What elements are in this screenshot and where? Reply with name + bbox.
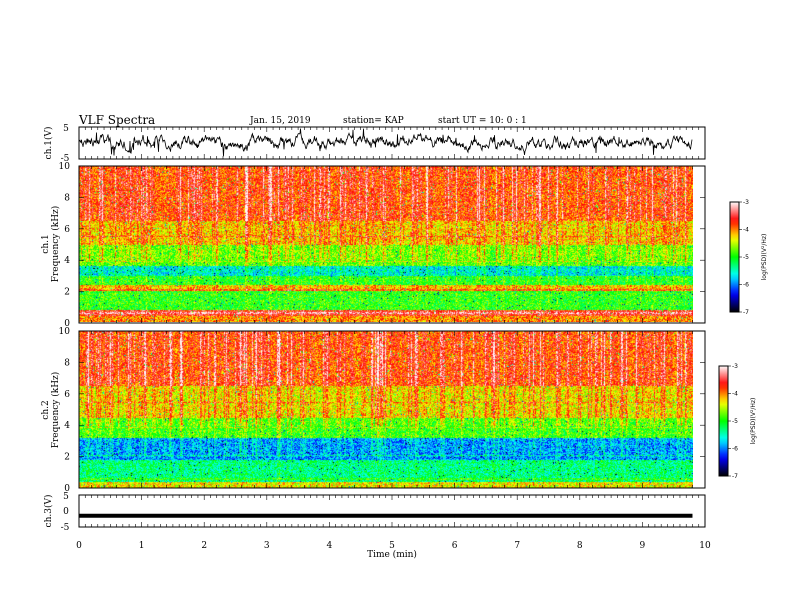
ch2-colorbar: -3 -4 -5 -6 -7 log(PSD)(V²/Hz) <box>718 363 757 480</box>
colorbar-tick-label: -6 <box>732 446 738 453</box>
ch3-waveform-panel: 5 0 -5 ch.3(V) <box>43 492 706 533</box>
y-tick-label: 2 <box>64 288 70 298</box>
x-tick-label: 8 <box>577 541 583 551</box>
ch1-colorbar-gradient <box>730 202 739 312</box>
ch2-colorbar-gradient <box>719 366 728 476</box>
ch1-waveform-line <box>78 128 693 157</box>
start-time-label: start UT = 10: 0 : 1 <box>438 116 527 126</box>
station-label: station= KAP <box>343 116 404 126</box>
x-tick-label: 9 <box>640 541 646 551</box>
y-tick-label: 6 <box>64 225 70 235</box>
x-tick-label: 1 <box>139 541 145 551</box>
ch2-spectrogram-panel: ch.2 Frequency (kHz) 0 2 4 6 8 10 <box>41 327 706 494</box>
ch1-colorbar: -3 -4 -5 -6 -7 log(PSD)(V²/Hz) <box>729 199 768 316</box>
y-tick-label: 0 <box>64 484 70 494</box>
x-tick-label: 2 <box>201 541 207 551</box>
ch2-channel-label: ch.2 <box>41 400 51 419</box>
ch1-channel-label: ch.1 <box>41 234 51 253</box>
colorbar-tick-label: -4 <box>743 227 749 234</box>
colorbar-tick-label: -5 <box>743 254 749 261</box>
colorbar-tick-label: -7 <box>732 473 738 480</box>
x-axis-label: Time (min) <box>367 549 417 560</box>
x-tick-label: 5 <box>389 541 395 551</box>
ch1-ytick-top: 5 <box>63 124 69 134</box>
y-tick-label: 10 <box>59 162 71 172</box>
ch3-ytick-bottom: -5 <box>61 523 70 533</box>
ch1-freq-label: Frequency (kHz) <box>50 206 61 283</box>
y-tick-label: 4 <box>64 421 70 431</box>
figure-title: VLF Spectra <box>78 113 155 127</box>
y-tick-label: 0 <box>64 319 70 329</box>
date-label: Jan. 15, 2019 <box>249 116 311 126</box>
y-tick-label: 8 <box>64 193 70 203</box>
ch1-spectrogram-image <box>79 166 693 322</box>
ch1-spectrogram-panel: ch.1 Frequency (kHz) 0 2 4 6 8 10 <box>41 162 706 329</box>
y-tick-label: 4 <box>64 256 70 266</box>
colorbar-tick-label: -5 <box>732 418 738 425</box>
colorbar-tick-label: -4 <box>732 391 738 398</box>
x-tick-label: 0 <box>76 541 82 551</box>
y-tick-label: 8 <box>64 358 70 368</box>
ch3-ylabel: ch.3(V) <box>43 495 54 528</box>
x-tick-label: 7 <box>514 541 520 551</box>
colorbar-tick-label: -6 <box>743 282 749 289</box>
x-tick-label: 10 <box>699 541 711 551</box>
ch2-colorbar-label: log(PSD)(V²/Hz) <box>750 398 757 445</box>
ch1-colorbar-label: log(PSD)(V²/Hz) <box>761 234 768 281</box>
ch3-ytick-mid: 0 <box>63 507 69 517</box>
x-tick-label: 4 <box>327 541 333 551</box>
ch2-spectrogram-image <box>79 331 693 488</box>
colorbar-tick-label: -3 <box>732 363 738 370</box>
ch1-ytick-bottom: -5 <box>61 154 70 164</box>
y-tick-label: 6 <box>64 390 70 400</box>
y-tick-label: 2 <box>64 453 70 463</box>
x-tick-label: 6 <box>452 541 458 551</box>
ch2-freq-label: Frequency (kHz) <box>50 372 61 449</box>
ch1-waveform-panel: 5 -5 ch.1(V) <box>43 124 706 164</box>
colorbar-tick-label: -7 <box>743 309 749 316</box>
ch1-ylabel: ch.1(V) <box>43 127 54 160</box>
y-tick-label: 10 <box>59 327 71 337</box>
colorbar-tick-label: -3 <box>743 199 749 206</box>
x-tick-label: 3 <box>264 541 270 551</box>
ch3-ytick-top: 5 <box>63 492 69 502</box>
